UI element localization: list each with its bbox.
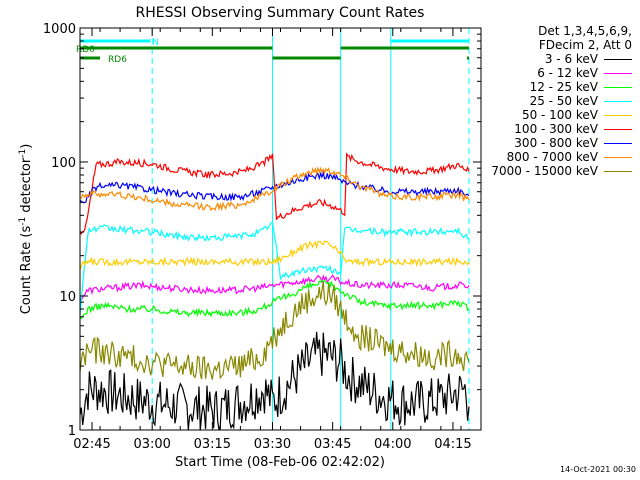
series-line xyxy=(79,240,470,270)
legend-label: 800 - 7000 keV xyxy=(506,150,598,164)
y-axis-label-part: ) xyxy=(19,144,34,149)
legend-swatch xyxy=(604,114,632,116)
flag-label: RD6 xyxy=(108,55,127,65)
chart-title: RHESSI Observing Summary Count Rates xyxy=(136,5,425,21)
legend-entry: 12 - 25 keV xyxy=(530,80,632,94)
series-line xyxy=(79,221,470,316)
flag-label: N xyxy=(152,38,159,48)
y-tick-label: 100 xyxy=(51,156,76,171)
y-tick-label: 1 xyxy=(68,424,76,439)
plot-area: N RD0 RD6 xyxy=(76,28,470,431)
legend-label: 3 - 6 keV xyxy=(544,52,598,66)
y-tick-label: 1000 xyxy=(43,22,76,37)
x-tick-label: 03:30 xyxy=(254,437,291,452)
series-line xyxy=(79,331,470,431)
legend-entry: 25 - 50 keV xyxy=(530,94,632,108)
legend-label: 12 - 25 keV xyxy=(529,80,598,94)
series-line xyxy=(79,281,470,380)
legend-entry: 300 - 800 keV xyxy=(514,136,632,150)
x-tick-label: 03:45 xyxy=(314,437,351,452)
series-line xyxy=(79,274,470,302)
series-line xyxy=(79,152,470,236)
x-tick-label: 04:00 xyxy=(374,437,411,452)
x-tick-label: 03:15 xyxy=(194,437,231,452)
legend-label: 7000 - 15000 keV xyxy=(491,164,598,178)
x-tick-label: 02:45 xyxy=(73,437,110,452)
series-line xyxy=(79,279,470,320)
y-axis: 1 10 100 1000 xyxy=(43,22,481,439)
x-axis: 02:45 03:00 03:15 03:30 03:45 04:00 04:15 xyxy=(73,28,472,452)
legend-swatch xyxy=(604,170,632,172)
y-axis-label: Count Rate (s-1 detector-1) xyxy=(18,144,34,315)
y-axis-label-sup: -1 xyxy=(18,217,28,226)
legend-swatch xyxy=(604,100,632,102)
legend-swatch xyxy=(604,72,632,74)
x-tick-label: 04:15 xyxy=(434,437,471,452)
legend-entry: 6 - 12 keV xyxy=(537,66,632,80)
legend-label: 300 - 800 keV xyxy=(514,136,598,150)
x-tick-label: 03:00 xyxy=(133,437,170,452)
legend-entry: 50 - 100 keV xyxy=(522,108,632,122)
legend-swatch xyxy=(604,58,632,60)
legend-label: 50 - 100 keV xyxy=(521,108,598,122)
legend-label: 100 - 300 keV xyxy=(514,122,598,136)
legend-header: FDecim 2, Att 0 xyxy=(538,38,632,52)
flag-label: RD0 xyxy=(76,45,95,55)
legend-entry: 7000 - 15000 keV xyxy=(491,164,632,178)
plot-frame xyxy=(79,27,482,431)
legend-swatch xyxy=(604,128,632,130)
series-line xyxy=(79,166,470,212)
legend-swatch xyxy=(604,156,632,158)
legend-label: 25 - 50 keV xyxy=(529,94,598,108)
legend-entry: 3 - 6 keV xyxy=(545,52,632,66)
legend-entry: 800 - 7000 keV xyxy=(507,150,632,164)
legend-header: Det 1,3,4,5,6,9, xyxy=(538,24,632,38)
y-axis-label-part: Count Rate (s xyxy=(19,226,34,315)
legend-entry: 100 - 300 keV xyxy=(514,122,632,136)
y-axis-label-part: detector xyxy=(19,157,34,217)
y-tick-label: 10 xyxy=(59,290,76,305)
legend-label: 6 - 12 keV xyxy=(537,66,598,80)
x-axis-label: Start Time (08-Feb-06 02:42:02) xyxy=(175,455,385,470)
legend-swatch xyxy=(604,142,632,144)
legend-swatch xyxy=(604,86,632,88)
timestamp-footer: 14-Oct-2021 00:30 xyxy=(560,465,636,474)
y-axis-label-sup: -1 xyxy=(18,149,28,158)
